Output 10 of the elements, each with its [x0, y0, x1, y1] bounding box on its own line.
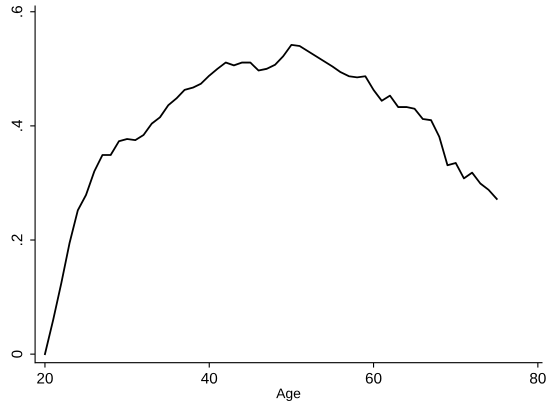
y-tick-label: .2 — [12, 234, 22, 245]
line-series — [44, 44, 498, 356]
x-tick-label: 40 — [201, 372, 218, 384]
x-axis-title: Age — [276, 388, 300, 401]
y-tick-label: .6 — [12, 6, 22, 17]
x-tick-label: 20 — [37, 372, 53, 384]
x-tick-label: 60 — [366, 372, 382, 384]
y-tick-label: 0 — [12, 350, 22, 358]
x-tick-label: 80 — [530, 372, 546, 384]
y-tick-label: .4 — [12, 120, 22, 131]
